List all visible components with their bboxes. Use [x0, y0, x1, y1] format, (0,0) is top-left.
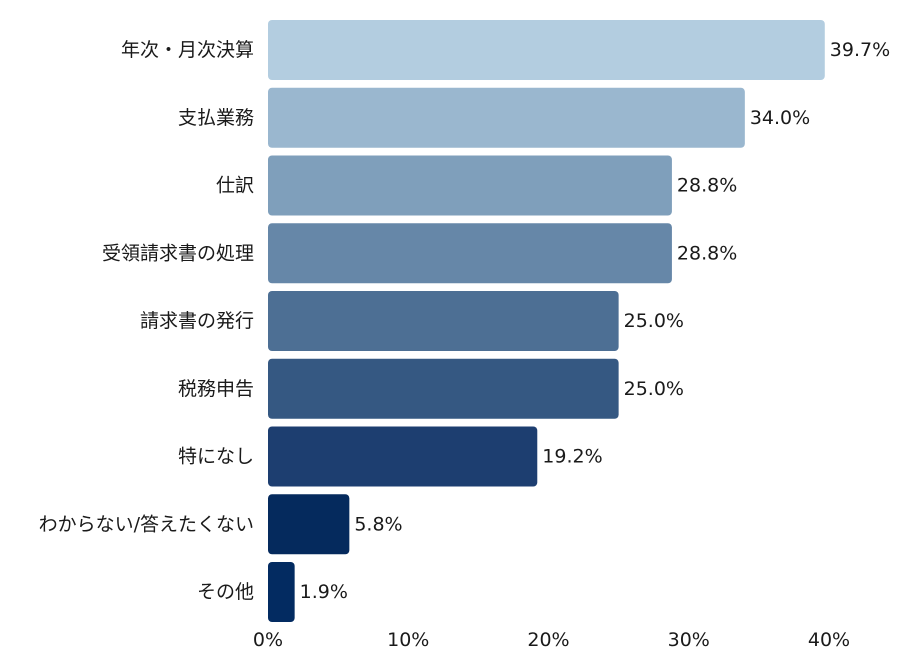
value-labels-group: 39.7% 34.0% 28.8% 28.8% 25.0% 25.0% 19.2% 5.8% 1…	[300, 39, 891, 603]
bar-7	[268, 494, 350, 555]
value-label: 39.7%	[830, 39, 890, 61]
category-label: 特になし	[178, 446, 254, 468]
category-label: 仕訳	[216, 175, 254, 197]
value-label: 25.0%	[624, 378, 684, 400]
x-axis-tick-labels: 0% 10% 20% 30% 40%	[253, 629, 850, 651]
category-label: 支払業務	[178, 107, 254, 129]
category-label: わからない/答えたくない	[39, 513, 254, 535]
category-label: 年次・月次決算	[121, 39, 254, 61]
x-tick-label: 0%	[253, 629, 283, 651]
x-tick-label: 30%	[668, 629, 710, 651]
bar-5	[268, 358, 619, 419]
x-tick-label: 20%	[527, 629, 569, 651]
bar-8	[268, 562, 295, 622]
value-label: 19.2%	[542, 446, 602, 468]
bar-4	[268, 291, 619, 351]
x-tick-label: 10%	[387, 629, 429, 651]
value-label: 34.0%	[750, 107, 810, 129]
value-label: 28.8%	[677, 242, 737, 264]
bar-2	[268, 155, 672, 216]
category-label: 受領請求書の処理	[102, 242, 254, 264]
value-label: 5.8%	[354, 513, 402, 535]
bar-0	[268, 20, 825, 80]
value-label: 1.9%	[300, 581, 348, 603]
category-label: その他	[197, 581, 254, 603]
bar-1	[268, 87, 745, 148]
bar-6	[268, 426, 538, 487]
category-label: 請求書の発行	[140, 310, 254, 332]
category-label: 税務申告	[178, 378, 254, 400]
x-tick-label: 40%	[808, 629, 850, 651]
value-label: 25.0%	[624, 310, 684, 332]
value-label: 28.8%	[677, 175, 737, 197]
category-labels-group: 年次・月次決算支払業務仕訳受領請求書の処理請求書の発行税務申告特になしわからない…	[39, 39, 254, 603]
bars-group	[268, 20, 825, 622]
bar-3	[268, 223, 672, 284]
